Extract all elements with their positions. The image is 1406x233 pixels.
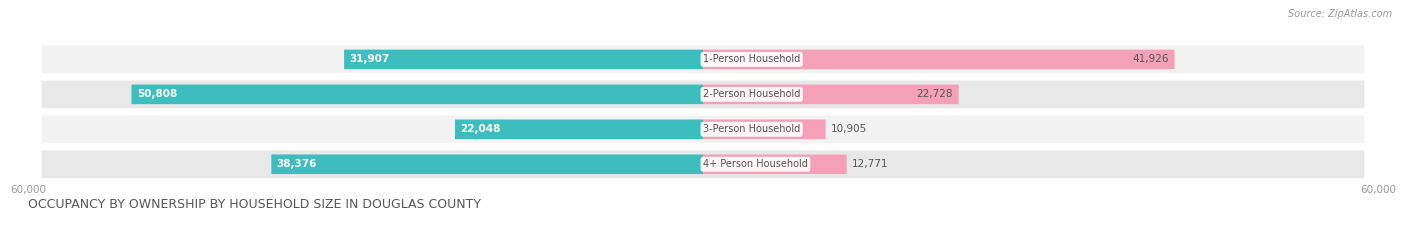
Text: 4+ Person Household: 4+ Person Household	[703, 159, 808, 169]
FancyBboxPatch shape	[42, 81, 1364, 108]
FancyBboxPatch shape	[42, 151, 1364, 178]
Text: 41,926: 41,926	[1133, 55, 1170, 64]
Text: 22,048: 22,048	[460, 124, 501, 134]
FancyBboxPatch shape	[42, 116, 1364, 143]
FancyBboxPatch shape	[703, 50, 1174, 69]
FancyBboxPatch shape	[271, 154, 703, 174]
Text: 3-Person Household: 3-Person Household	[703, 124, 800, 134]
Text: 10,905: 10,905	[831, 124, 868, 134]
Text: OCCUPANCY BY OWNERSHIP BY HOUSEHOLD SIZE IN DOUGLAS COUNTY: OCCUPANCY BY OWNERSHIP BY HOUSEHOLD SIZE…	[28, 199, 481, 212]
FancyBboxPatch shape	[132, 85, 703, 104]
Text: 1-Person Household: 1-Person Household	[703, 55, 800, 64]
Text: 22,728: 22,728	[917, 89, 953, 99]
Text: Source: ZipAtlas.com: Source: ZipAtlas.com	[1288, 9, 1392, 19]
Text: 12,771: 12,771	[852, 159, 889, 169]
FancyBboxPatch shape	[703, 154, 846, 174]
FancyBboxPatch shape	[456, 120, 703, 139]
Text: 31,907: 31,907	[350, 55, 389, 64]
Text: 38,376: 38,376	[277, 159, 318, 169]
Text: 2-Person Household: 2-Person Household	[703, 89, 800, 99]
FancyBboxPatch shape	[703, 85, 959, 104]
Text: 50,808: 50,808	[136, 89, 177, 99]
FancyBboxPatch shape	[344, 50, 703, 69]
FancyBboxPatch shape	[42, 46, 1364, 73]
FancyBboxPatch shape	[703, 120, 825, 139]
